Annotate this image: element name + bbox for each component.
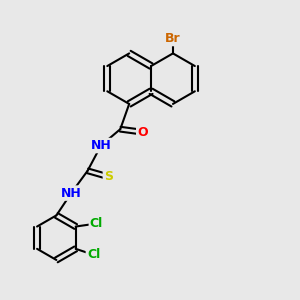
Text: NH: NH — [91, 139, 111, 152]
Text: Cl: Cl — [90, 217, 103, 230]
Text: Br: Br — [165, 32, 181, 45]
Text: Cl: Cl — [87, 248, 100, 261]
Text: NH: NH — [61, 187, 82, 200]
Text: S: S — [104, 170, 113, 183]
Text: O: O — [137, 126, 148, 139]
